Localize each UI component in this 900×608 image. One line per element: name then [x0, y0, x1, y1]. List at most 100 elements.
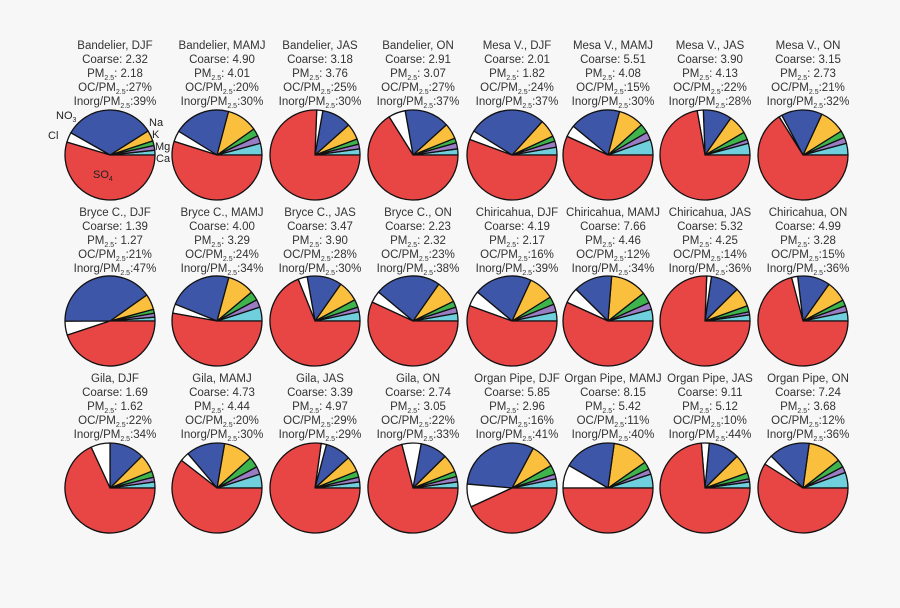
coarse-label: Coarse: — [385, 54, 428, 66]
oc-ratio-line: OC/PM2.5:16% — [480, 415, 554, 429]
inorg-ratio-line: Inorg/PM2.5:36% — [767, 263, 850, 277]
inorg-ratio-line-value: 44% — [728, 429, 751, 441]
subscript: 2.5 — [211, 408, 221, 415]
pm25-line-value: 5.42 — [618, 401, 640, 413]
oc-ratio-line-value: 28% — [334, 249, 357, 261]
pie-title: Bryce C., DJF — [79, 207, 151, 219]
subscript: 2.5 — [321, 89, 331, 96]
coarse-value: 3.18 — [331, 54, 353, 66]
subscript: 2.5 — [618, 103, 628, 110]
oc-ratio-line: OC/PM2.5:27% — [78, 82, 152, 96]
oc-ratio-line: OC/PM2.5:10% — [673, 415, 747, 429]
oc-ratio-line-value: 29% — [334, 415, 357, 427]
inorg-ratio-line-value: 40% — [631, 429, 654, 441]
coarse-label: Coarse: — [775, 54, 818, 66]
pm25-line-value: 4.01 — [227, 68, 249, 80]
oc-ratio-line-label: OC/PM — [185, 415, 223, 427]
pm25-line: PM2.5: 4.44 — [194, 401, 250, 415]
subscript: 2.5 — [423, 270, 433, 277]
subscript: 2.5 — [423, 103, 433, 110]
pm25-line-value: 3.07 — [423, 68, 445, 80]
subscript: 2.5 — [715, 103, 725, 110]
inorg-ratio-line-value: 34% — [631, 263, 654, 275]
coarse-value: 5.85 — [528, 387, 550, 399]
pm25-line-label: PM — [489, 401, 506, 413]
subscript: 2.5 — [506, 408, 516, 415]
oc-ratio-line-value: 20% — [236, 82, 259, 94]
pie-slice-so4 — [171, 140, 263, 201]
pm25-line-label: PM — [682, 68, 699, 80]
pie-slice-so4 — [659, 442, 751, 534]
pie-slice-so4 — [64, 446, 156, 534]
pie-title: Gila, JAS — [296, 373, 344, 385]
pm25-line: PM2.5: 4.97 — [292, 401, 348, 415]
inorg-ratio-line: Inorg/PM2.5:36% — [669, 263, 752, 277]
pm25-line: PM2.5: 2.18 — [87, 68, 143, 82]
inorg-ratio-line-label: Inorg/PM — [181, 96, 228, 108]
pm25-line-value: 4.08 — [618, 68, 640, 80]
pm25-line-value: 1.82 — [522, 68, 544, 80]
inorg-ratio-line-label: Inorg/PM — [476, 429, 523, 441]
separator: : — [532, 96, 535, 108]
oc-ratio-line-label: OC/PM — [480, 415, 518, 427]
inorg-ratio-line-value: 30% — [338, 96, 361, 108]
inorg-ratio-line: Inorg/PM2.5:39% — [74, 96, 157, 110]
inorg-ratio-line-label: Inorg/PM — [767, 429, 814, 441]
pm25-line-label: PM — [585, 235, 602, 247]
oc-ratio-line-value: 24% — [531, 82, 554, 94]
oc-ratio-line: OC/PM2.5:25% — [283, 82, 357, 96]
pm25-line-value: 2.18 — [120, 68, 142, 80]
subscript: 2.5 — [321, 422, 331, 429]
coarse-label: Coarse: — [287, 221, 330, 233]
oc-ratio-line-value: 16% — [531, 249, 554, 261]
label-no3: NO3 — [56, 110, 77, 124]
oc-ratio-line-label: OC/PM — [673, 82, 711, 94]
coarse-value: 3.39 — [331, 387, 353, 399]
pm25-line-label: PM — [780, 68, 797, 80]
pm25-line-value: 3.28 — [813, 235, 835, 247]
oc-ratio-line: OC/PM2.5:14% — [673, 249, 747, 263]
coarse-line: Coarse: 1.39 — [82, 221, 148, 233]
coarse-line: Coarse: 2.32 — [82, 54, 148, 66]
inorg-ratio-line: Inorg/PM2.5:47% — [74, 263, 157, 277]
separator: : — [130, 429, 133, 441]
coarse-label: Coarse: — [580, 54, 623, 66]
pm25-line-label: PM — [292, 68, 309, 80]
oc-ratio-line-label: OC/PM — [673, 249, 711, 261]
inorg-ratio-line-label: Inorg/PM — [572, 263, 619, 275]
subscript: 2.5 — [227, 103, 237, 110]
coarse-line: Coarse: 1.69 — [82, 387, 148, 399]
pie-slice-no3 — [174, 275, 230, 322]
separator: : — [237, 263, 240, 275]
subscript: 2.5 — [506, 75, 516, 82]
separator: : — [221, 68, 227, 80]
inorg-ratio-line-label: Inorg/PM — [767, 263, 814, 275]
inorg-ratio-line-label: Inorg/PM — [377, 96, 424, 108]
subscript: 2.5 — [211, 75, 221, 82]
coarse-value: 2.23 — [429, 221, 451, 233]
oc-ratio-line: OC/PM2.5:16% — [480, 249, 554, 263]
coarse-line: Coarse: 2.74 — [385, 387, 451, 399]
subscript: 2.5 — [116, 89, 126, 96]
inorg-ratio-line: Inorg/PM2.5:38% — [377, 263, 460, 277]
pie-slice-so4 — [367, 116, 459, 201]
separator: : — [721, 415, 724, 427]
inorg-ratio-line-value: 28% — [728, 96, 751, 108]
pie-slice-so4 — [269, 278, 361, 367]
inorg-ratio-line-label: Inorg/PM — [669, 263, 716, 275]
pie-slice-so4 — [66, 320, 156, 367]
pm25-line: PM2.5: 4.13 — [682, 68, 738, 82]
coarse-value: 2.32 — [126, 54, 148, 66]
subscript: 2.5 — [423, 436, 433, 443]
inorg-ratio-line-value: 33% — [436, 429, 459, 441]
inorg-ratio-line-value: 41% — [535, 429, 558, 441]
coarse-label: Coarse: — [580, 221, 623, 233]
inorg-ratio-line: Inorg/PM2.5:30% — [279, 263, 362, 277]
pie-title: Organ Pipe, DJF — [474, 373, 560, 385]
separator: : — [725, 429, 728, 441]
